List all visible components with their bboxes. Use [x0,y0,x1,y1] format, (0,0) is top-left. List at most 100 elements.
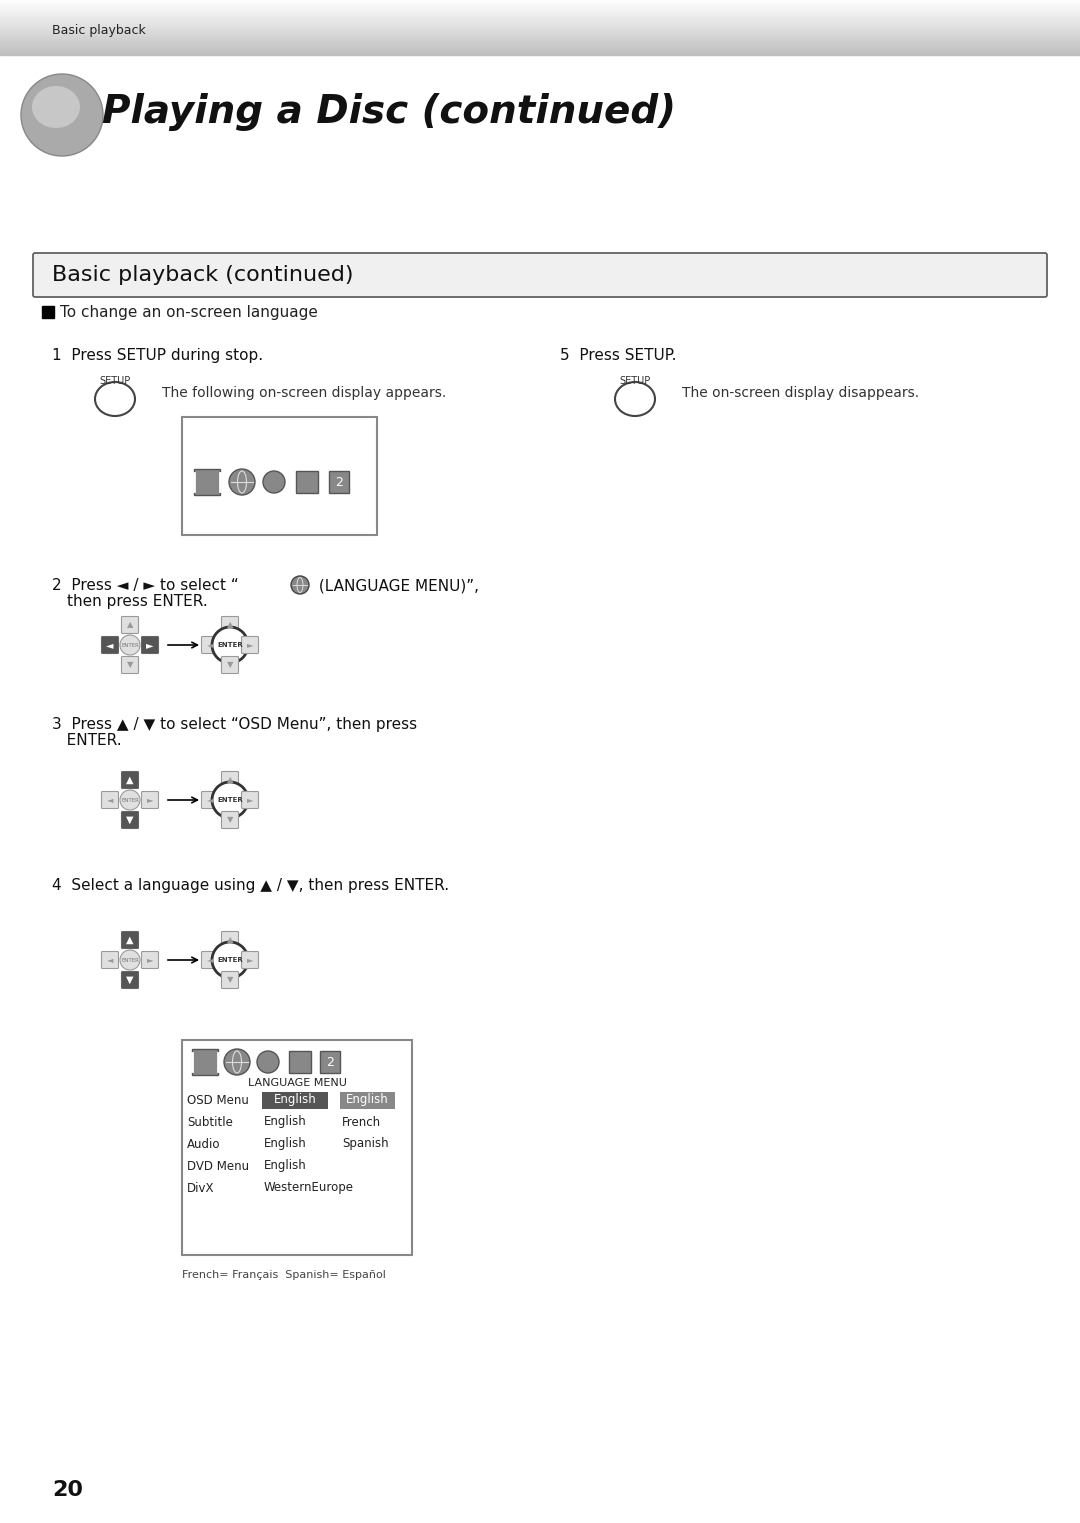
Text: ▲: ▲ [227,935,233,944]
FancyBboxPatch shape [121,772,138,789]
FancyBboxPatch shape [202,792,218,809]
FancyBboxPatch shape [242,637,258,653]
FancyBboxPatch shape [121,972,138,988]
Text: ▼: ▼ [227,661,233,670]
Text: The following on-screen display appears.: The following on-screen display appears. [162,385,446,401]
Ellipse shape [21,75,103,155]
Text: ENTER: ENTER [121,798,139,803]
Text: 2: 2 [335,475,343,489]
Bar [183,417,377,535]
FancyBboxPatch shape [121,932,138,949]
Text: ENTER.: ENTER. [52,733,122,748]
Text: ENTER: ENTER [217,956,243,963]
FancyBboxPatch shape [121,617,138,634]
Text: ►: ► [147,795,153,804]
Text: (LANGUAGE MENU)”,: (LANGUAGE MENU)”, [314,579,480,592]
FancyBboxPatch shape [202,952,218,969]
Text: LANGUAGE MENU: LANGUAGE MENU [247,1078,347,1087]
FancyBboxPatch shape [202,637,218,653]
Text: ◄: ◄ [107,795,113,804]
Bar [329,471,349,493]
FancyBboxPatch shape [221,812,239,829]
Bar [320,1051,340,1074]
Text: ▼: ▼ [126,815,134,825]
Circle shape [120,950,140,970]
Text: 2  Press ◄ / ► to select “: 2 Press ◄ / ► to select “ [52,579,239,592]
Ellipse shape [32,85,80,128]
Bar [42,306,54,318]
Bar [296,471,318,493]
Text: To change an on-screen language: To change an on-screen language [60,305,318,320]
FancyBboxPatch shape [141,792,159,809]
Text: Spanish: Spanish [342,1138,389,1150]
Text: 1  Press SETUP during stop.: 1 Press SETUP during stop. [52,347,264,362]
Circle shape [120,635,140,655]
Text: ▼: ▼ [126,661,133,670]
Text: then press ENTER.: then press ENTER. [67,594,207,609]
Bar [340,1092,395,1109]
Bar [194,469,220,495]
Text: ▲: ▲ [227,775,233,784]
FancyBboxPatch shape [102,792,119,809]
FancyBboxPatch shape [141,637,159,653]
Circle shape [212,943,248,978]
Text: ▲: ▲ [126,620,133,629]
Text: ►: ► [246,955,253,964]
Text: ENTER: ENTER [217,643,243,647]
FancyBboxPatch shape [141,952,159,969]
FancyBboxPatch shape [102,952,119,969]
Circle shape [224,1049,249,1075]
FancyBboxPatch shape [221,772,239,789]
Text: SETUP: SETUP [99,376,131,385]
Text: Audio: Audio [187,1138,220,1150]
Text: ENTER: ENTER [121,958,139,963]
Text: 5  Press SETUP.: 5 Press SETUP. [561,347,676,362]
FancyBboxPatch shape [221,656,239,673]
Text: Playing a Disc (continued): Playing a Disc (continued) [102,93,676,131]
Text: ▼: ▼ [227,976,233,984]
Text: English: English [264,1115,307,1129]
FancyBboxPatch shape [221,972,239,988]
Text: ►: ► [246,641,253,649]
Circle shape [212,781,248,818]
Circle shape [120,790,140,810]
Circle shape [264,471,285,493]
Text: English: English [264,1138,307,1150]
FancyBboxPatch shape [121,656,138,673]
FancyBboxPatch shape [102,637,119,653]
FancyBboxPatch shape [242,952,258,969]
Text: English: English [264,1159,307,1173]
Text: ENTER: ENTER [217,797,243,803]
FancyBboxPatch shape [121,812,138,829]
Text: OSD Menu: OSD Menu [187,1094,248,1107]
Text: ▲: ▲ [227,620,233,629]
FancyBboxPatch shape [242,792,258,809]
Text: WesternEurope: WesternEurope [264,1182,354,1194]
Text: ►: ► [147,955,153,964]
Text: French= Français  Spanish= Español: French= Français Spanish= Español [183,1270,386,1279]
Bar [192,1049,218,1075]
Text: ENTER: ENTER [121,643,139,647]
Text: ▲: ▲ [126,935,134,944]
Text: 20: 20 [52,1480,83,1500]
Text: English: English [346,1094,389,1107]
Circle shape [257,1051,279,1074]
Text: DVD Menu: DVD Menu [187,1159,249,1173]
Text: 4  Select a language using ▲ / ▼, then press ENTER.: 4 Select a language using ▲ / ▼, then pr… [52,877,449,892]
Text: 2: 2 [326,1055,334,1069]
Circle shape [229,469,255,495]
Bar [289,1051,311,1074]
Text: SETUP: SETUP [619,376,650,385]
Text: ◄: ◄ [106,640,113,650]
Text: ◄: ◄ [206,641,213,649]
Text: ►: ► [146,640,153,650]
Text: ◄: ◄ [206,955,213,964]
Text: ▲: ▲ [126,775,134,784]
Text: ◄: ◄ [107,955,113,964]
Bar [183,1040,411,1255]
Text: 3  Press ▲ / ▼ to select “OSD Menu”, then press: 3 Press ▲ / ▼ to select “OSD Menu”, then… [52,717,417,733]
FancyBboxPatch shape [33,253,1047,297]
Text: Subtitle: Subtitle [187,1115,233,1129]
Text: French: French [342,1115,381,1129]
FancyBboxPatch shape [221,617,239,634]
